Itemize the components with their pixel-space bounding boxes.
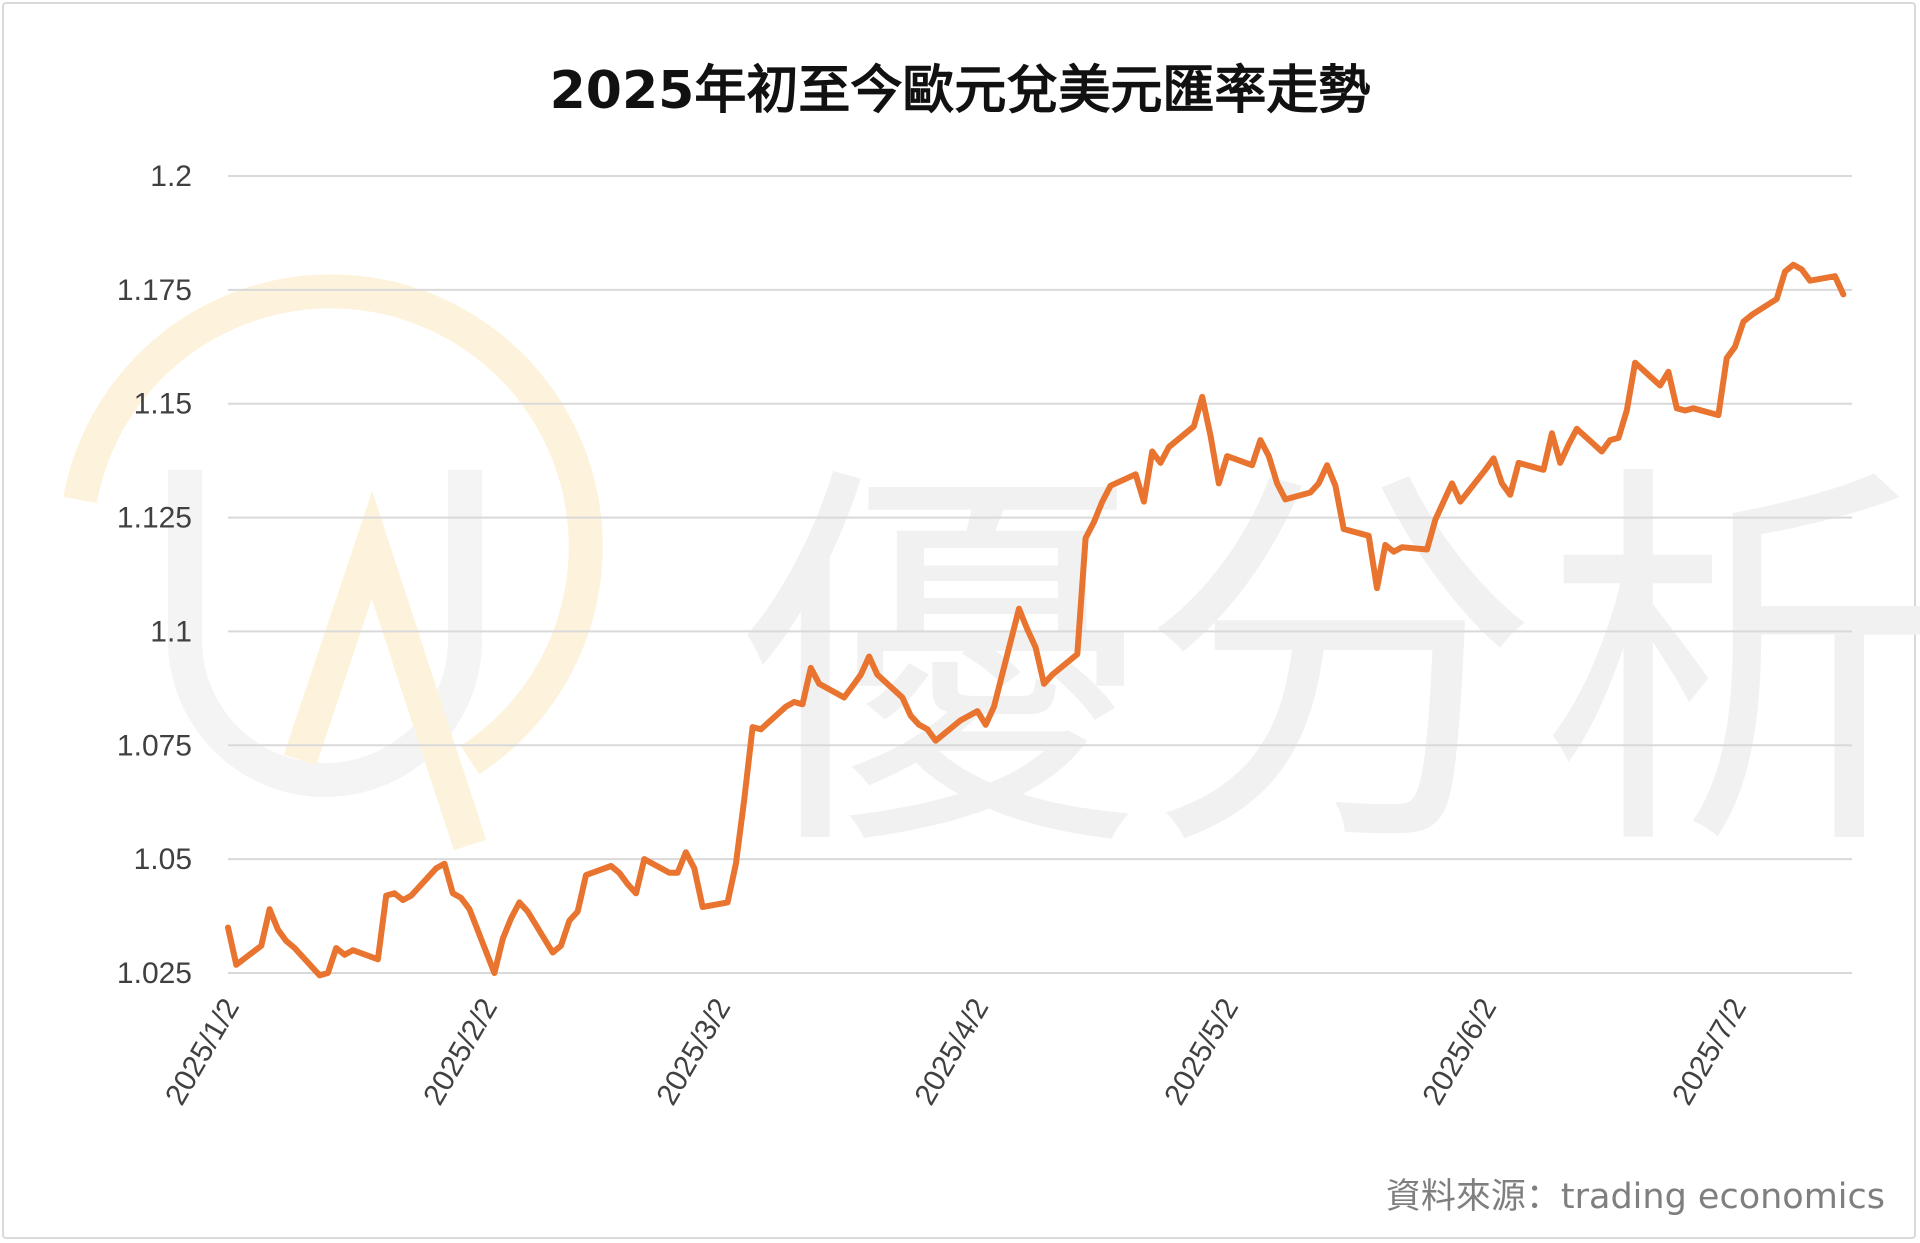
watermark: 優分析 xyxy=(63,274,1920,900)
y-tick-label: 1.025 xyxy=(117,957,192,990)
x-tick-label: 2025/5/2 xyxy=(1158,993,1245,1111)
y-tick-label: 1.2 xyxy=(150,160,192,193)
x-tick-label: 2025/7/2 xyxy=(1666,993,1753,1111)
watermark-logo-icon xyxy=(63,274,603,775)
y-tick-label: 1.05 xyxy=(134,843,192,876)
x-axis-ticks: 2025/1/2 2025/2/2 2025/3/2 2025/4/2 2025/5/2… xyxy=(159,993,1753,1111)
watermark-logo-u-icon xyxy=(168,470,482,797)
series-line-eur-usd xyxy=(225,261,1847,979)
x-tick-label: 2025/2/2 xyxy=(417,993,504,1111)
y-axis-ticks: 1.025 1.05 1.075 1.1 1.125 1.15 1.175 1.2 xyxy=(117,160,192,990)
y-tick-label: 1.1 xyxy=(150,615,192,648)
x-tick-label: 2025/1/2 xyxy=(159,993,246,1111)
y-tick-label: 1.125 xyxy=(117,502,192,535)
source-note: 資料來源：trading economics xyxy=(1385,1177,1885,1217)
x-tick-label: 2025/3/2 xyxy=(650,993,737,1111)
y-tick-label: 1.075 xyxy=(117,729,192,762)
x-tick-label: 2025/4/2 xyxy=(908,993,995,1111)
y-tick-label: 1.15 xyxy=(134,388,192,421)
gridlines xyxy=(228,175,1852,974)
y-tick-label: 1.175 xyxy=(117,274,192,307)
watermark-text: 優分析 xyxy=(740,435,1920,900)
chart-title: 2025年初至今歐元兌美元匯率走勢 xyxy=(549,61,1371,121)
x-tick-label: 2025/6/2 xyxy=(1416,993,1503,1111)
